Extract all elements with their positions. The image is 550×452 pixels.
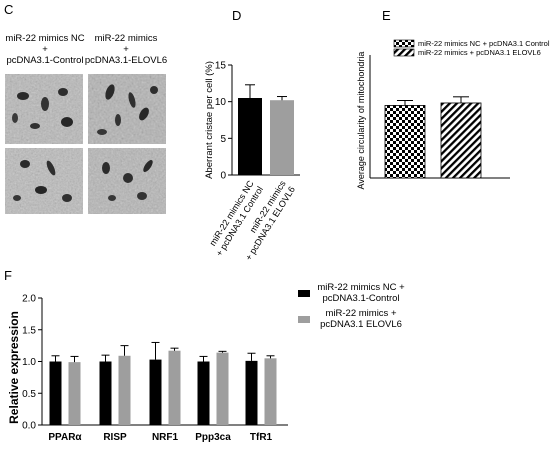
f-bar bbox=[197, 361, 210, 425]
panel-c-col2-header: miR-22 mimics + pcDNA3.1-ELOVL6 bbox=[84, 33, 168, 66]
col2-line3: pcDNA3.1-ELOVL6 bbox=[84, 55, 168, 66]
f-bar bbox=[49, 361, 62, 425]
d-y-tick-label: 10 bbox=[215, 97, 227, 108]
d-bar bbox=[270, 100, 294, 175]
f-y-tick-label: 0.5 bbox=[22, 389, 36, 400]
micrograph-elovl6-top bbox=[88, 74, 166, 144]
f-bar bbox=[216, 352, 229, 425]
e-y-axis-label: Average circularity of mitochondria bbox=[356, 52, 366, 190]
e-bar bbox=[440, 102, 482, 179]
f-legend-label: pcDNA3.1-Control bbox=[322, 293, 399, 304]
col1-line3: pcDNA3.1-Control bbox=[6, 55, 84, 66]
f-legend-label: pcDNA3.1 ELOVL6 bbox=[320, 319, 402, 330]
f-legend-swatch bbox=[298, 290, 310, 297]
col1-line1: miR-22 mimics NC bbox=[5, 33, 85, 44]
f-y-tick-label: 1.5 bbox=[22, 325, 36, 336]
panel-f-letter: F bbox=[4, 268, 12, 283]
f-y-tick-label: 2.0 bbox=[22, 294, 36, 305]
f-bar bbox=[168, 350, 181, 425]
col2-line1: miR-22 mimics bbox=[94, 33, 158, 44]
d-y-tick-label: 15 bbox=[215, 61, 227, 72]
micrograph-elovl6-bottom bbox=[88, 148, 166, 214]
f-y-tick-label: 1.0 bbox=[22, 357, 36, 368]
micrograph-control-top bbox=[5, 74, 83, 144]
d-y-tick-label: 0 bbox=[220, 171, 226, 182]
f-bar bbox=[68, 362, 81, 425]
panel-c-col1-header: miR-22 mimics NC + pcDNA3.1-Control bbox=[0, 33, 90, 66]
e-bar bbox=[384, 105, 426, 179]
f-bar bbox=[99, 361, 112, 425]
panel-d-letter: D bbox=[232, 8, 242, 23]
f-x-tick-label: RISP bbox=[103, 432, 127, 443]
col1-line2: + bbox=[42, 44, 48, 55]
e-legend-label: miR-22 mimics + pcDNA3.1 ELOVL6 bbox=[418, 48, 541, 57]
e-legend-swatch bbox=[393, 39, 415, 48]
panel-c-letter: C bbox=[4, 2, 14, 17]
f-y-axis-label: Relative expression bbox=[7, 311, 21, 424]
panel-e-letter: E bbox=[382, 8, 391, 23]
f-bar bbox=[149, 359, 162, 425]
f-bar bbox=[118, 355, 131, 425]
f-legend-label: miR-22 mimics + bbox=[326, 308, 397, 319]
f-legend-swatch bbox=[298, 316, 310, 323]
f-bar bbox=[245, 360, 258, 425]
f-y-tick-label: 0.0 bbox=[22, 421, 36, 432]
e-legend-swatch bbox=[393, 48, 415, 57]
f-x-tick-label: TfR1 bbox=[250, 432, 273, 443]
d-y-axis-label: Aberrant cristae per cell (%) bbox=[204, 61, 215, 179]
f-x-tick-label: Ppp3ca bbox=[195, 432, 231, 443]
f-legend-label: miR-22 mimics NC + bbox=[317, 282, 405, 293]
micrograph-control-bottom bbox=[5, 148, 83, 214]
d-y-tick-label: 5 bbox=[220, 134, 226, 145]
f-x-tick-label: NRF1 bbox=[152, 432, 179, 443]
f-bar bbox=[264, 358, 277, 425]
f-x-tick-label: PPARα bbox=[48, 432, 82, 443]
col2-line2: + bbox=[123, 44, 129, 55]
d-bar bbox=[238, 98, 262, 175]
e-legend-label: miR-22 mimics NC + pcDNA3.1 Control bbox=[418, 39, 550, 48]
